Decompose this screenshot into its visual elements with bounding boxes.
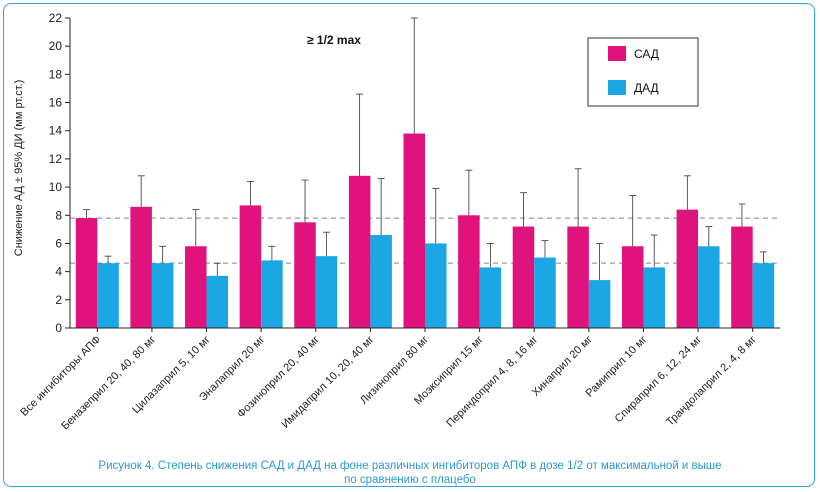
bar-sad-11 (676, 209, 699, 328)
y-tick-label-6: 6 (55, 236, 62, 250)
x-tick-label-1: Беназеприл 20, 40, 80 мг (59, 334, 158, 433)
bar-dad-1 (151, 263, 174, 328)
x-tick-label-8: Периндоприл 4, 8, 16 мг (444, 334, 540, 430)
bar-dad-12 (752, 263, 775, 328)
bar-dad-8 (534, 257, 556, 328)
legend-swatch-dad (608, 80, 626, 95)
y-tick-label-10: 10 (49, 180, 63, 194)
y-tick-label-20: 20 (49, 39, 63, 53)
legend: САД ДАД (587, 37, 699, 107)
figure-frame (3, 3, 815, 487)
bar-sad-12 (731, 226, 753, 328)
bar-sad-7 (458, 215, 480, 328)
bars (75, 133, 775, 328)
y-axis-label: Снижение АД ± 95% ДИ (мм рт.ст.) (13, 80, 25, 256)
bar-dad-5 (370, 235, 392, 328)
bar-sad-5 (348, 175, 371, 328)
x-tick-label-12: Трандолаприл 2, 4, 8 мг (664, 334, 759, 429)
bar-sad-0 (75, 218, 98, 328)
y-tick-label-14: 14 (49, 124, 63, 138)
x-tick-label-5: Имидаприл 10, 20, 40 мг (279, 334, 376, 431)
bar-sad-4 (294, 222, 316, 328)
bar-chart: 0 2 4 6 8 10 12 14 16 18 20 22 Все ингибиторы АПФБе… (13, 11, 780, 432)
y-tick-label-22: 22 (49, 11, 63, 25)
legend-swatch-sad (608, 46, 626, 61)
bar-dad-0 (97, 263, 119, 328)
bar-sad-2 (185, 246, 207, 328)
error-bars (83, 17, 767, 281)
bar-dad-7 (479, 267, 502, 328)
annotation: ≥ 1/2 max (307, 33, 361, 47)
bar-dad-2 (206, 275, 229, 328)
bar-sad-3 (239, 205, 262, 328)
bar-sad-1 (130, 206, 152, 328)
legend-label-dad: ДАД (634, 81, 659, 95)
legend-label-sad: САД (634, 47, 659, 61)
bar-dad-6 (425, 243, 447, 328)
bar-dad-11 (698, 246, 720, 328)
bar-sad-8 (512, 226, 535, 328)
y-tick-label-16: 16 (49, 96, 63, 110)
caption-line-2: по сравнению с плацебо (344, 474, 476, 486)
bar-dad-10 (643, 267, 665, 328)
y-tick-label-0: 0 (55, 321, 62, 335)
legend-box (587, 37, 699, 107)
y-tick-label-12: 12 (49, 152, 63, 166)
y-ticks: 0 2 4 6 8 10 12 14 16 18 20 22 (49, 11, 70, 335)
bar-dad-3 (261, 260, 283, 328)
y-tick-label-8: 8 (55, 208, 62, 222)
bar-sad-9 (567, 226, 589, 328)
caption-line-1: Рисунок 4. Степень снижения САД и ДАД на… (98, 460, 722, 472)
bar-sad-10 (621, 246, 644, 328)
y-tick-label-2: 2 (55, 293, 62, 307)
bar-dad-9 (588, 280, 611, 328)
bar-sad-6 (403, 133, 425, 328)
y-tick-label-18: 18 (49, 67, 63, 81)
y-tick-label-4: 4 (55, 265, 62, 279)
figure-caption: Рисунок 4. Степень снижения САД и ДАД на… (40, 459, 780, 487)
bar-dad-4 (315, 256, 338, 328)
